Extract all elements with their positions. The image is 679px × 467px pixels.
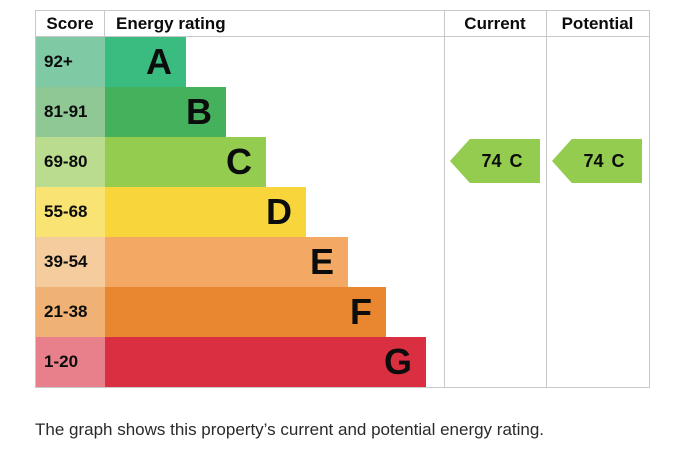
score-range-c: 69-80 bbox=[36, 137, 105, 187]
header-potential: Potential bbox=[561, 13, 634, 33]
band-row-a: 92+ A bbox=[36, 37, 649, 87]
score-range-d: 55-68 bbox=[36, 187, 105, 237]
score-range-g: 1-20 bbox=[36, 337, 105, 387]
score-range-f: 21-38 bbox=[36, 287, 105, 337]
band-row-b: 81-91 B bbox=[36, 87, 649, 137]
current-rating-arrow-icon: 74 C bbox=[450, 139, 540, 183]
band-bar-a: A bbox=[105, 37, 186, 87]
current-rating-value: 74 bbox=[481, 150, 502, 171]
band-row-c: 69-80 C bbox=[36, 137, 649, 187]
current-rating-band: C bbox=[509, 150, 523, 171]
band-bar-c: C bbox=[105, 137, 266, 187]
band-letter-c: C bbox=[226, 141, 252, 182]
band-letter-e: E bbox=[309, 241, 334, 282]
epc-table: Score Energy rating Current Potential 92… bbox=[35, 10, 650, 388]
band-letter-a: A bbox=[146, 41, 172, 82]
chart-caption: The graph shows this property’s current … bbox=[35, 420, 545, 439]
band-letter-g: G bbox=[383, 341, 412, 382]
band-bar-d: D bbox=[105, 187, 306, 237]
band-row-f: 21-38 F bbox=[36, 287, 649, 337]
header-score: Score bbox=[36, 11, 105, 36]
band-letter-d: D bbox=[266, 191, 292, 232]
header-energy-rating: Energy rating bbox=[116, 13, 226, 33]
score-range-e: 39-54 bbox=[36, 237, 105, 287]
band-letter-b: B bbox=[186, 91, 212, 132]
potential-column-divider bbox=[546, 11, 547, 387]
band-bar-b: B bbox=[105, 87, 226, 137]
band-bar-e: E bbox=[105, 237, 348, 287]
band-letter-f: F bbox=[350, 291, 372, 332]
score-range-a: 92+ bbox=[36, 37, 105, 87]
potential-rating-value: 74 bbox=[583, 150, 604, 171]
header-current: Current bbox=[464, 13, 526, 33]
band-row-e: 39-54 E bbox=[36, 237, 649, 287]
band-row-g: 1-20 G bbox=[36, 337, 649, 387]
band-row-d: 55-68 D bbox=[36, 187, 649, 237]
score-range-b: 81-91 bbox=[36, 87, 105, 137]
potential-rating-band: C bbox=[611, 150, 625, 171]
current-column-divider bbox=[444, 11, 445, 387]
band-bar-g: G bbox=[105, 337, 426, 387]
potential-rating-arrow-icon: 74 C bbox=[552, 139, 642, 183]
band-bar-f: F bbox=[105, 287, 386, 337]
table-header-row: Score Energy rating Current Potential bbox=[36, 11, 649, 37]
